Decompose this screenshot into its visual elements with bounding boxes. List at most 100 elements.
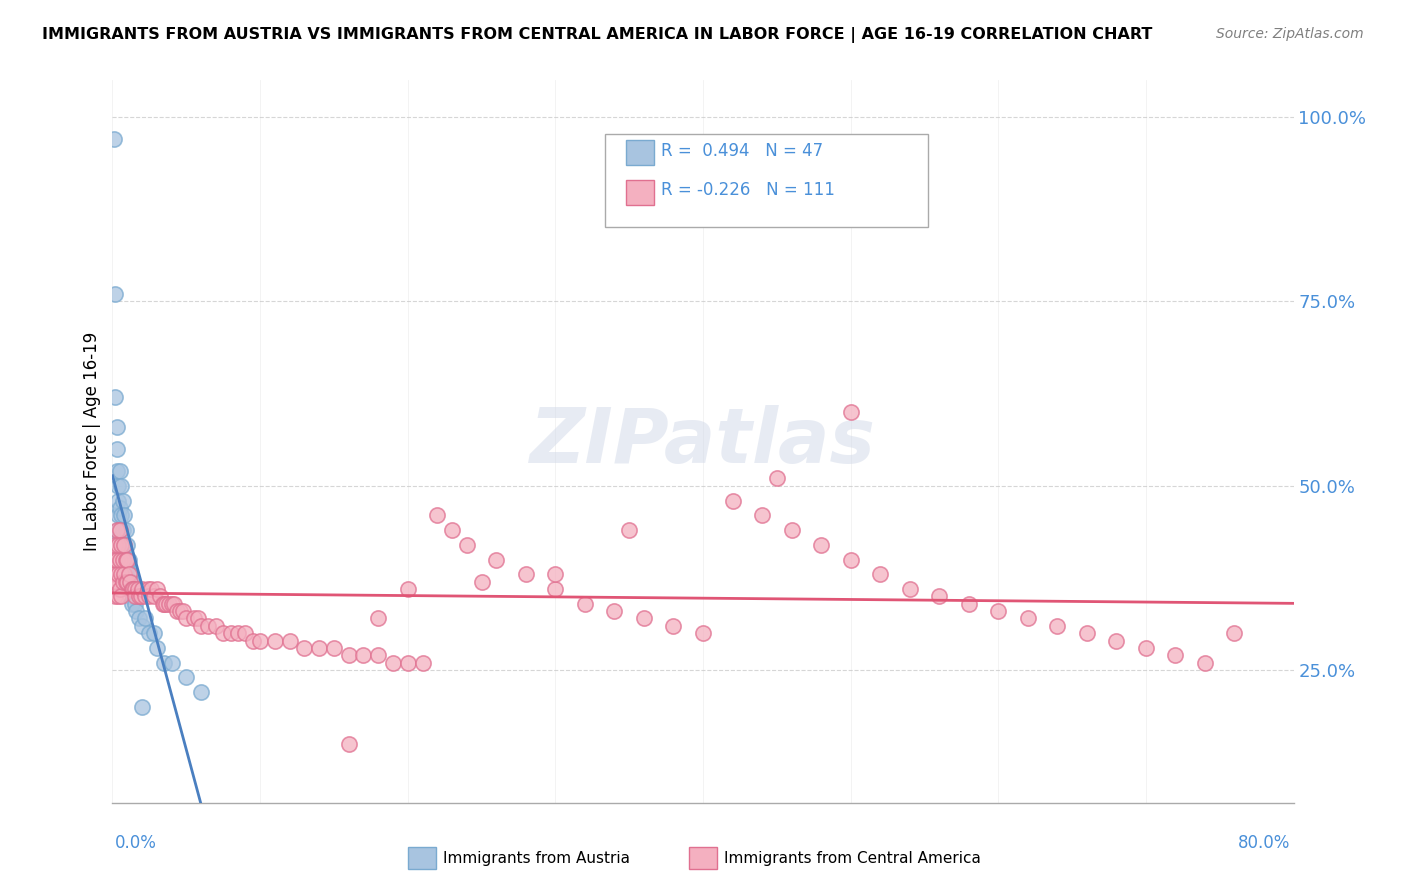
Text: 0.0%: 0.0%	[115, 834, 157, 852]
Point	[485, 552, 508, 566]
Point	[120, 574, 142, 589]
Point	[153, 656, 176, 670]
Point	[142, 590, 165, 604]
Point	[869, 567, 891, 582]
Point	[396, 656, 419, 670]
Point	[134, 590, 156, 604]
Point	[169, 604, 191, 618]
Point	[197, 619, 219, 633]
Point	[121, 597, 143, 611]
Point	[131, 619, 153, 633]
Point	[131, 700, 153, 714]
Point	[160, 597, 183, 611]
Point	[107, 493, 129, 508]
Point	[103, 132, 125, 146]
Point	[249, 633, 271, 648]
Point	[146, 640, 169, 655]
Point	[751, 508, 773, 523]
Point	[110, 508, 132, 523]
Point	[233, 626, 256, 640]
Point	[1076, 626, 1098, 640]
Point	[104, 538, 127, 552]
Point	[187, 611, 209, 625]
Point	[107, 590, 129, 604]
Y-axis label: In Labor Force | Age 16-19: In Labor Force | Age 16-19	[83, 332, 101, 551]
Point	[107, 538, 129, 552]
Point	[114, 523, 136, 537]
Point	[382, 656, 405, 670]
Point	[603, 604, 626, 618]
Point	[810, 538, 832, 552]
Point	[105, 523, 128, 537]
Point	[928, 590, 950, 604]
Point	[114, 574, 136, 589]
Point	[112, 538, 135, 552]
Text: IMMIGRANTS FROM AUSTRIA VS IMMIGRANTS FROM CENTRAL AMERICA IN LABOR FORCE | AGE : IMMIGRANTS FROM AUSTRIA VS IMMIGRANTS FR…	[42, 27, 1153, 43]
Point	[264, 633, 287, 648]
Point	[633, 611, 655, 625]
Point	[107, 567, 129, 582]
Point	[166, 604, 188, 618]
Point	[104, 287, 127, 301]
Point	[152, 597, 174, 611]
Point	[127, 582, 149, 596]
Text: R =  0.494   N = 47: R = 0.494 N = 47	[661, 142, 823, 160]
Point	[108, 523, 131, 537]
Point	[117, 538, 138, 552]
Point	[242, 633, 264, 648]
Point	[574, 597, 596, 611]
Point	[139, 582, 162, 596]
Point	[174, 670, 197, 684]
Point	[110, 567, 132, 582]
Point	[1017, 611, 1039, 625]
Point	[396, 582, 419, 596]
Point	[118, 574, 141, 589]
Point	[110, 479, 132, 493]
Point	[426, 508, 449, 523]
Text: Source: ZipAtlas.com: Source: ZipAtlas.com	[1216, 27, 1364, 41]
Point	[114, 552, 136, 566]
Point	[112, 538, 135, 552]
Point	[103, 552, 125, 566]
Point	[124, 582, 146, 596]
Point	[117, 552, 138, 566]
Point	[136, 582, 159, 596]
Point	[105, 464, 128, 478]
Point	[957, 597, 980, 611]
Point	[470, 574, 494, 589]
Text: Immigrants from Central America: Immigrants from Central America	[724, 851, 981, 865]
Point	[108, 582, 131, 596]
Point	[544, 567, 567, 582]
Point	[110, 538, 132, 552]
Point	[125, 604, 148, 618]
Point	[219, 626, 242, 640]
Point	[104, 390, 127, 404]
Point	[104, 590, 127, 604]
Point	[367, 611, 389, 625]
Point	[129, 590, 152, 604]
Point	[839, 552, 862, 566]
Point	[107, 479, 129, 493]
Point	[128, 611, 150, 625]
Point	[146, 582, 169, 596]
Point	[112, 508, 135, 523]
Point	[323, 640, 346, 655]
Point	[839, 405, 862, 419]
Point	[766, 471, 789, 485]
Point	[128, 590, 150, 604]
Point	[105, 419, 128, 434]
Point	[441, 523, 464, 537]
Text: R = -0.226   N = 111: R = -0.226 N = 111	[661, 181, 835, 199]
Point	[124, 597, 146, 611]
Point	[111, 552, 134, 566]
Point	[108, 530, 131, 544]
Point	[120, 567, 142, 582]
Point	[111, 493, 134, 508]
Point	[212, 626, 235, 640]
Point	[121, 574, 143, 589]
Point	[110, 590, 132, 604]
Point	[308, 640, 330, 655]
Point	[105, 574, 128, 589]
Point	[107, 508, 129, 523]
Point	[153, 597, 176, 611]
